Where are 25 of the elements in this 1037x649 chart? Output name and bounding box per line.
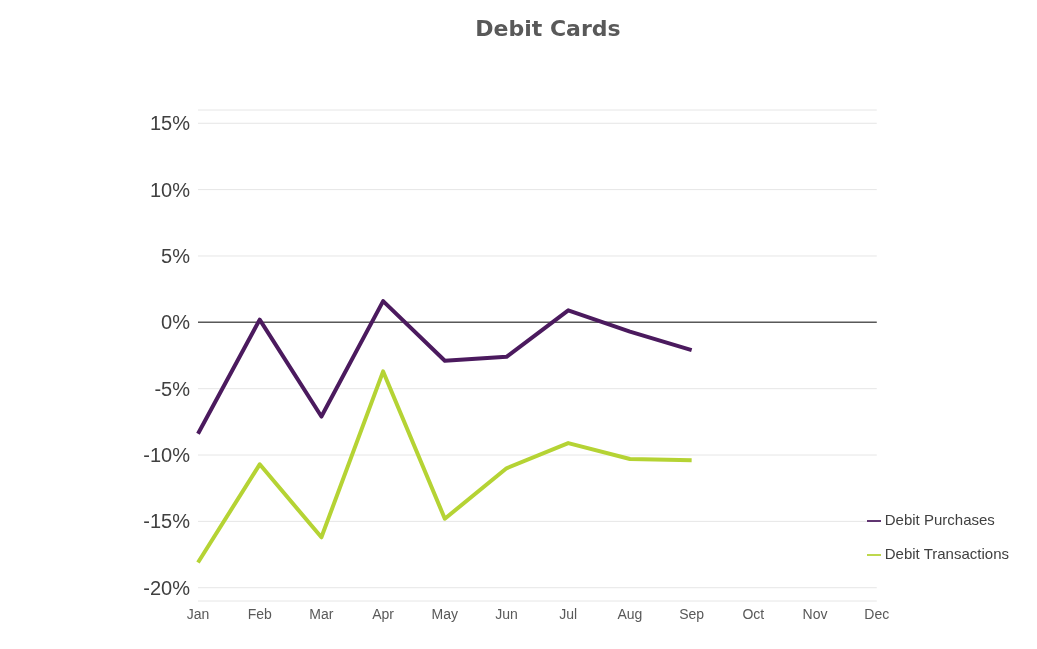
y-tick-label: -15% [143,510,191,533]
x-tick-label: Jan [186,605,210,622]
x-tick-label: Oct [742,605,765,622]
y-tick-label: 5% [161,245,191,268]
x-tick-label: May [431,605,459,622]
x-tick-label: Apr [372,605,395,622]
y-tick-label: 15% [149,112,191,135]
x-tick-label: Jul [559,605,578,622]
line-series [196,369,694,565]
y-tick-label: 10% [149,178,191,201]
legend-label: Debit Transactions [884,545,1009,562]
x-tick-label: Aug [617,605,643,622]
legend-label: Debit Purchases [884,511,995,528]
y-tick-label: -10% [143,444,191,467]
x-tick-label: Sep [679,605,705,622]
x-tick-label: Jun [495,605,518,622]
x-tick-label: Mar [309,605,334,622]
x-tick-label: Dec [864,605,890,622]
y-tick-label: -5% [154,377,191,400]
chart-title: Debit Cards [474,16,622,41]
line-series [196,299,694,436]
x-tick-label: Feb [247,605,272,622]
y-tick-label: 0% [161,311,191,334]
y-tick-label: -20% [143,576,191,599]
x-tick-label: Nov [802,605,828,622]
